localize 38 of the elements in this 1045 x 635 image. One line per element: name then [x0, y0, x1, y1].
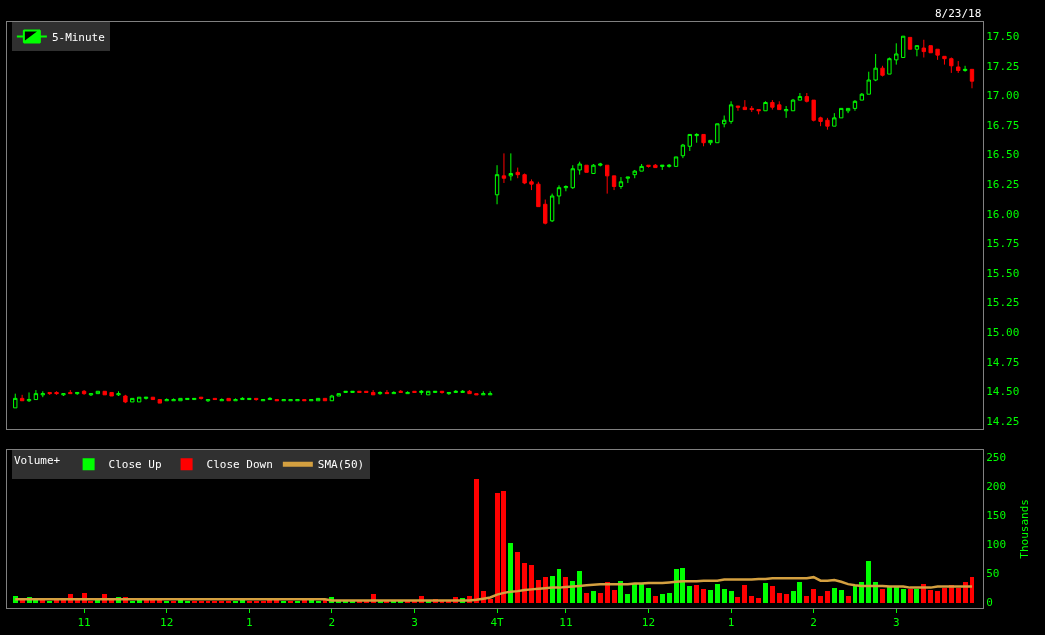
y-tick-label: 14.75 — [986, 355, 1020, 369]
y-tick-label: 14.25 — [986, 414, 1020, 428]
y-tick-label: 16.00 — [986, 207, 1020, 221]
y-tick-label: 15.50 — [986, 266, 1020, 280]
legend-label: 5-Minute — [51, 30, 105, 44]
x-tick-label: 12 — [641, 616, 656, 630]
y-tick-label: 15.25 — [986, 296, 1020, 310]
y-tick-label: 14.50 — [986, 385, 1020, 399]
y-tick-label: 16.50 — [986, 148, 1020, 162]
y-tick-label: 150 — [986, 508, 1007, 522]
x-tick-label: 11 — [77, 616, 91, 630]
y-tick-label: 50 — [986, 566, 1000, 580]
x-tick-label: 2 — [328, 616, 336, 630]
text: 8/23/18 — [935, 7, 982, 20]
legend-label: Close Down — [206, 458, 273, 472]
x-tick-label: 12 — [160, 616, 174, 630]
y-tick-label: 17.00 — [986, 89, 1020, 103]
legend-label: SMA(50) — [317, 458, 365, 472]
y-tick-label: 17.50 — [986, 30, 1020, 44]
y-tick-label: 200 — [986, 479, 1007, 493]
y-tick-label: 100 — [986, 537, 1007, 551]
y-tick-label: 15.00 — [986, 325, 1020, 339]
y-tick-label: 250 — [986, 450, 1007, 464]
legend-title: Volume+ — [13, 453, 61, 467]
y-tick-label: 17.25 — [986, 59, 1020, 73]
x-tick-label: 3 — [411, 616, 418, 630]
x-tick-label: 4T — [490, 616, 505, 630]
x-tick-label: 1 — [245, 616, 253, 630]
legend-label: Close Up — [108, 458, 162, 472]
y-tick-label: 15.75 — [986, 237, 1020, 251]
y-axis-title: Thousands — [1018, 499, 1032, 559]
y-tick-label: 0 — [986, 596, 993, 610]
x-tick-label: 3 — [892, 616, 900, 630]
x-tick-label: 11 — [559, 616, 573, 630]
y-tick-label: 16.75 — [986, 118, 1020, 132]
y-tick-label: 16.25 — [986, 178, 1020, 191]
x-tick-label: 2 — [810, 616, 817, 630]
x-tick-label: 1 — [727, 616, 735, 630]
